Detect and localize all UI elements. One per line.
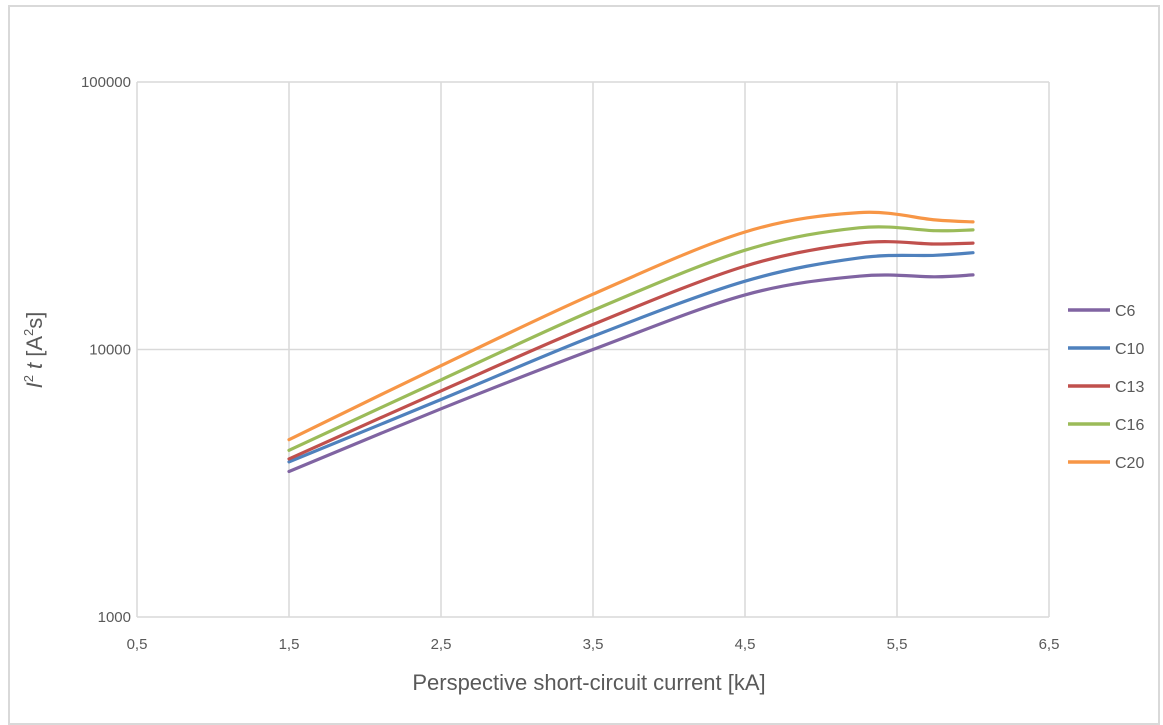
chart-frame: [8, 5, 1160, 725]
series-line-c10: [287, 251, 975, 464]
series-line-c13: [287, 240, 975, 461]
series-line-c6: [287, 273, 975, 474]
y-tick-label: 10000: [89, 342, 131, 359]
x-tick-label: 6,5: [1039, 636, 1060, 653]
series-line-c16: [287, 225, 975, 452]
y-axis-title-sup2: 2: [21, 329, 36, 336]
legend-label-c10: C10: [1115, 341, 1144, 358]
legend-label-c13: C13: [1115, 379, 1144, 396]
y-axis-title-close: s]: [22, 312, 47, 329]
x-tick-label: 3,5: [583, 636, 604, 653]
tick-labels: 0,5 1,5 2,5 3,5 4,5 5,5 6,5 1000 10000 100000: [81, 74, 1059, 653]
legend-label-c6: C6: [1115, 303, 1136, 320]
y-axis-title-t: t: [22, 362, 47, 375]
x-tick-label: 1,5: [279, 636, 300, 653]
line-chart: 0,5 1,5 2,5 3,5 4,5 5,5 6,5 1000 10000 100000 Per…: [21, 74, 1144, 695]
x-tick-label: 5,5: [887, 636, 908, 653]
x-tick-label: 4,5: [735, 636, 756, 653]
y-tick-label: 100000: [81, 74, 131, 91]
legend-label-c20: C20: [1115, 455, 1144, 472]
y-axis-title: I2 t [A2s]: [21, 312, 47, 389]
y-axis-title-sup1: 2: [21, 375, 36, 382]
y-axis-title-i: I: [22, 382, 47, 388]
x-tick-label: 0,5: [127, 636, 148, 653]
series-layer: [287, 210, 975, 474]
x-tick-label: 2,5: [431, 636, 452, 653]
x-axis-title: Perspective short-circuit current [kA]: [412, 670, 765, 695]
y-axis-title-open: [A: [22, 336, 47, 363]
legend-label-c16: C16: [1115, 417, 1144, 434]
y-tick-label: 1000: [98, 609, 131, 626]
legend: C6 C10 C13 C16 C20: [1068, 303, 1144, 472]
series-line-c20: [287, 210, 975, 442]
